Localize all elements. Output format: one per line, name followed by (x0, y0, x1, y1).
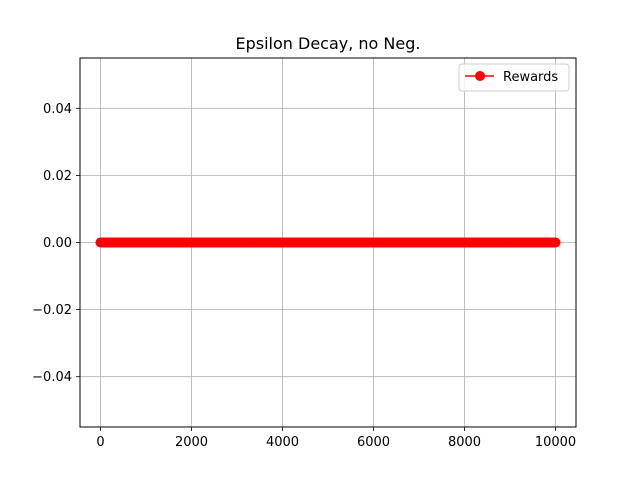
legend-box (458, 63, 570, 92)
y-tick-label: 0.00 (43, 236, 72, 251)
series-layer (95, 237, 561, 248)
legend-marker (475, 71, 485, 81)
x-tick-label: 0 (96, 435, 104, 450)
y-tick-label: 0.04 (43, 102, 72, 117)
x-tick-label: 4000 (266, 435, 299, 450)
x-tick-label: 10000 (535, 435, 576, 450)
data-point (550, 237, 561, 248)
y-tick-label: 0.02 (43, 169, 72, 184)
y-tick-label: −0.02 (32, 303, 72, 318)
x-tick-label: 2000 (175, 435, 208, 450)
chart-title: Epsilon Decay, no Neg. (236, 34, 421, 53)
legend-label: Rewards (503, 70, 558, 85)
x-axis: 0 2000 4000 6000 8000 10000 (96, 427, 576, 450)
y-axis: −0.04 −0.02 0.00 0.02 0.04 (32, 102, 80, 385)
series-rewards (95, 237, 561, 248)
x-tick-label: 6000 (357, 435, 390, 450)
legend: Rewards (458, 63, 570, 92)
x-tick-label: 8000 (448, 435, 481, 450)
y-tick-label: −0.04 (32, 370, 72, 385)
